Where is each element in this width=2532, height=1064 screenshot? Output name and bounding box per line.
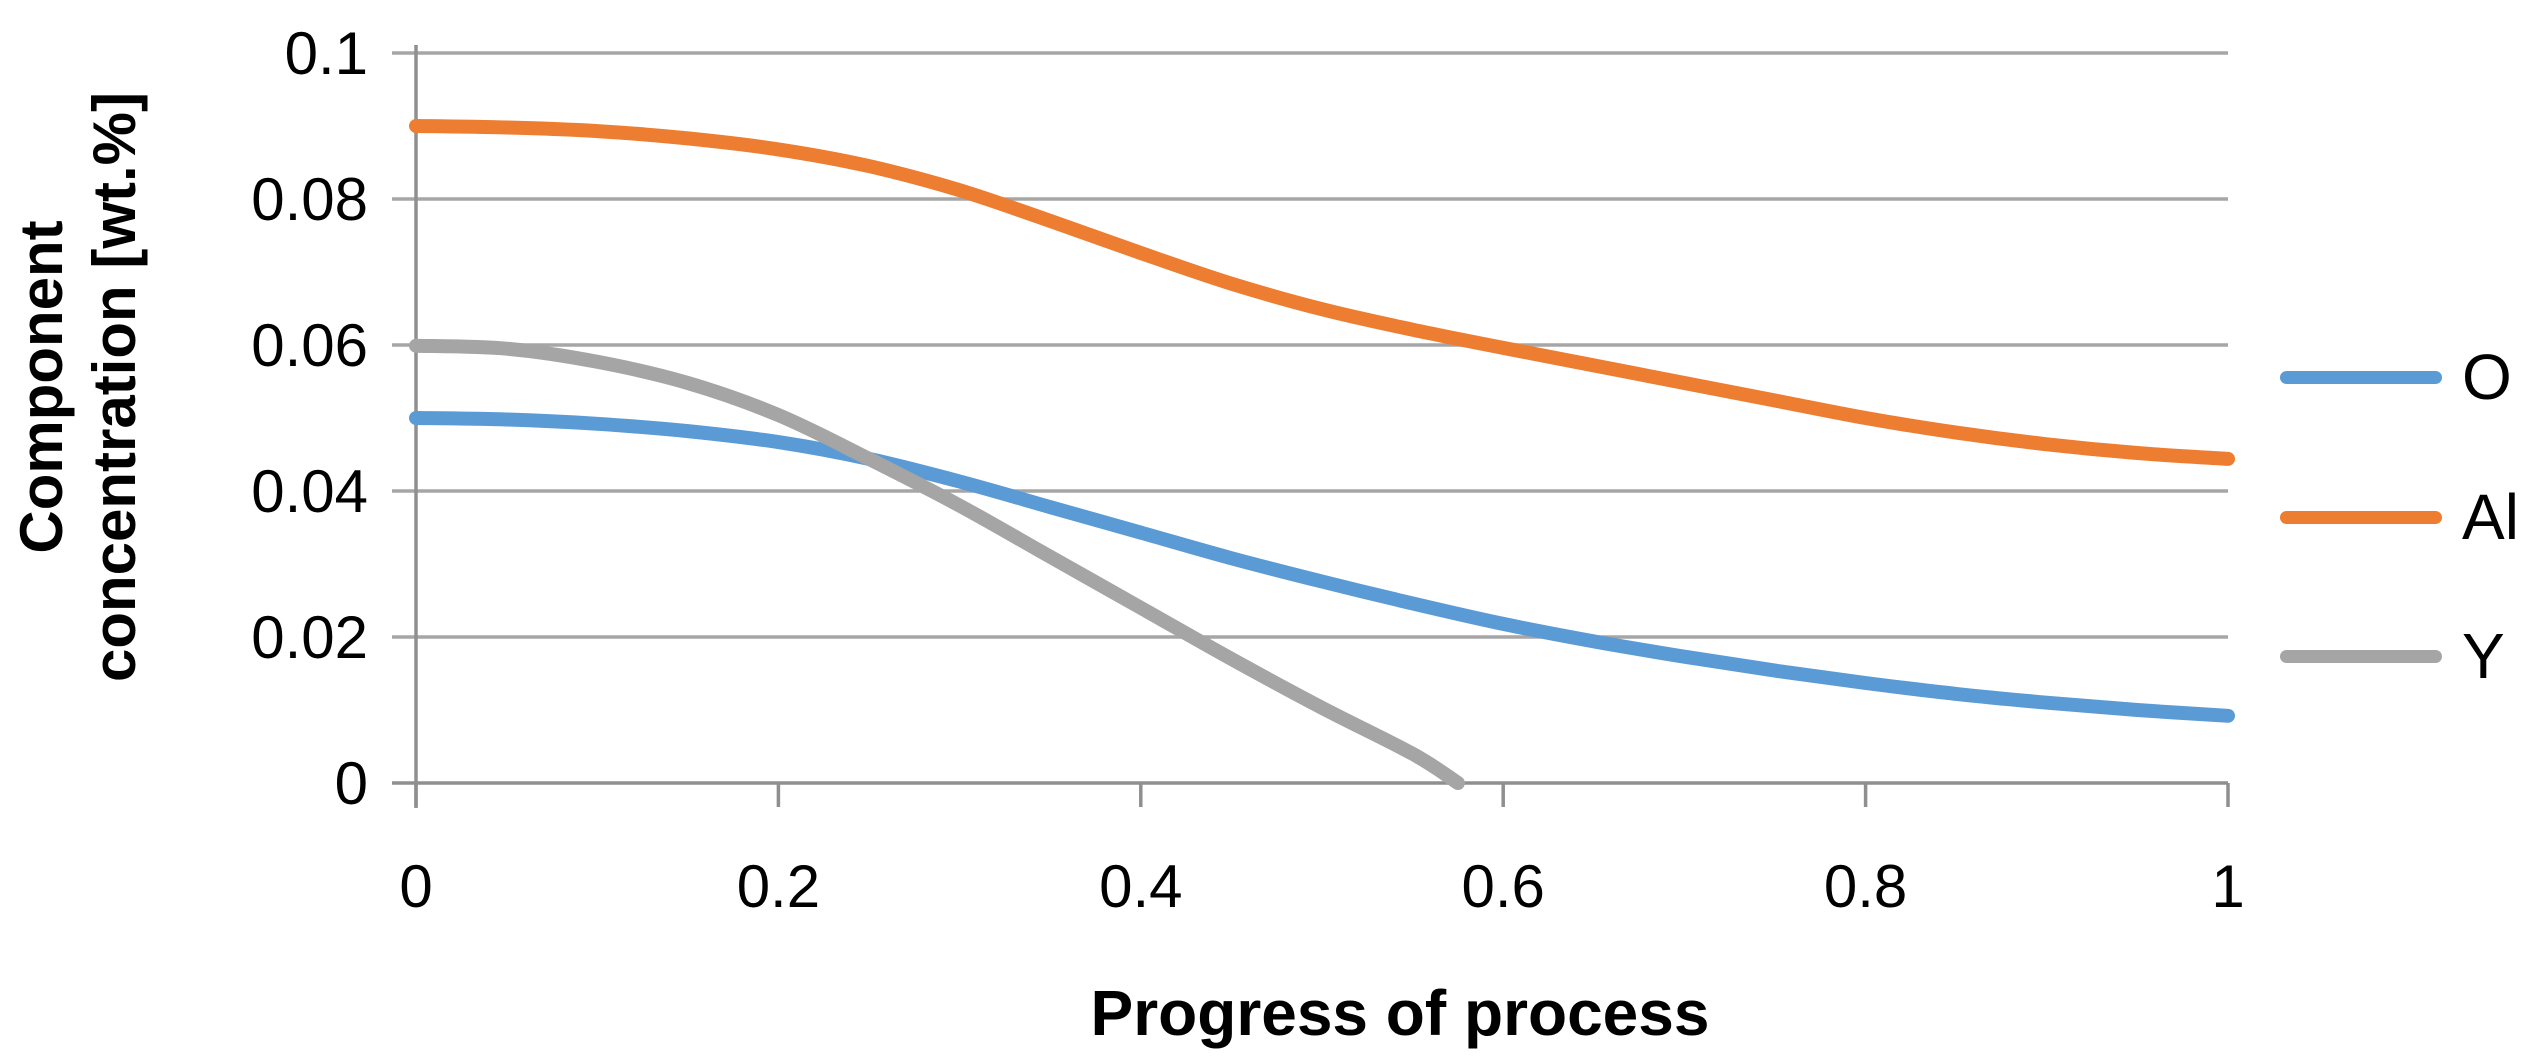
y-tick-label-0.04: 0.04 [251, 458, 368, 525]
x-tick-label-1: 1 [2211, 853, 2244, 920]
y-axis-title: Component concentration [wt.%] [5, 7, 155, 767]
y-tick-label-0.06: 0.06 [251, 312, 368, 379]
y-axis-title-line2: concentration [wt.%] [81, 92, 148, 683]
y-axis-title-line1: Component [8, 220, 75, 554]
curve-O [409, 411, 2235, 723]
y-tick-label-0.02: 0.02 [251, 604, 368, 671]
x-axis-title: Progress of process [1090, 977, 1710, 1049]
x-tick-label-0.8: 0.8 [1824, 853, 1907, 920]
y-tick-label-0.08: 0.08 [251, 166, 368, 233]
y-tick-label-0: 0 [335, 750, 368, 817]
y-tick-label-0.1: 0.1 [285, 20, 368, 87]
x-tick-label-0.4: 0.4 [1099, 853, 1182, 920]
curve-Y [409, 338, 1465, 790]
x-tick-label-0.6: 0.6 [1461, 853, 1544, 920]
x-tick-label-0: 0 [399, 853, 432, 920]
x-tick-label-0.2: 0.2 [737, 853, 820, 920]
curve-Al [409, 119, 2235, 466]
